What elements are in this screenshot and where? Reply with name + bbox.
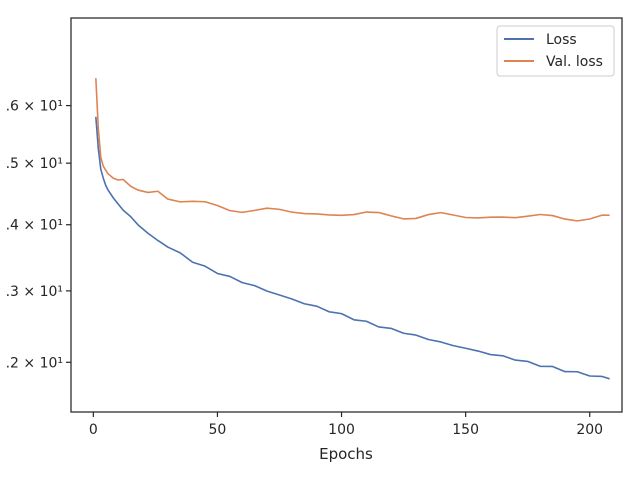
x-tick-label: 100 [328, 422, 355, 438]
x-tick-label: 200 [576, 422, 603, 438]
x-axis-title: Epochs [319, 445, 373, 463]
legend-label-loss: Loss [546, 32, 577, 48]
y-tick-label: .6 × 10¹ [6, 99, 63, 115]
series-line-val-loss [95, 78, 610, 222]
x-tick-label: 0 [89, 422, 98, 438]
y-tick-label: .2 × 10¹ [6, 355, 63, 371]
x-tick-label: 150 [452, 422, 479, 438]
axis-layer: 0 50 100 150 200 .2 × 10¹ .3 × 10¹ .4 × 10¹ .5 ×… [6, 99, 604, 438]
legend-label-val-loss: Val. loss [546, 54, 603, 70]
y-tick-label: .3 × 10¹ [6, 284, 63, 300]
x-tick-label: 50 [209, 422, 227, 438]
y-tick-label: .4 × 10¹ [6, 218, 63, 234]
series-layer [95, 78, 610, 380]
legend: Loss Val. loss [496, 25, 615, 77]
y-tick-label: .5 × 10¹ [6, 156, 63, 172]
series-line-loss [95, 116, 610, 380]
